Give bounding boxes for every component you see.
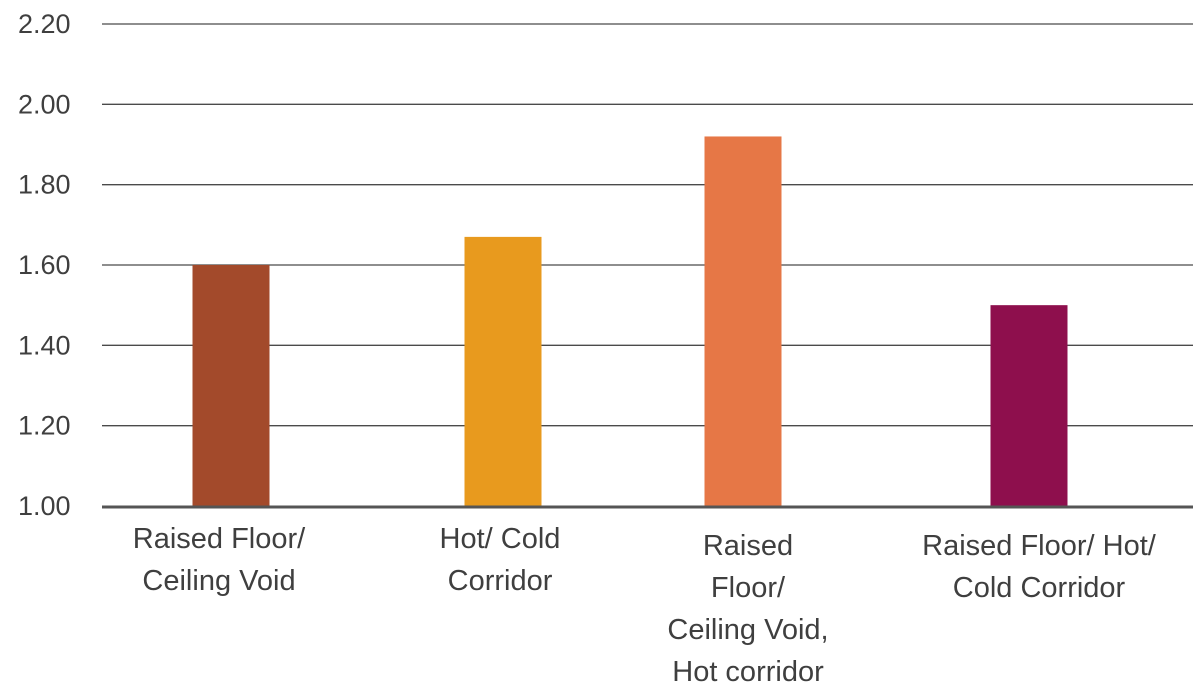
x-axis-category-labels: Raised Floor/Ceiling Void Hot/ Cold Corrid… xyxy=(133,523,1157,685)
y-tick-label: 2.00 xyxy=(18,89,71,119)
x-category-label-line: Cold Corridor xyxy=(953,572,1126,604)
x-category-label: Raised Floor/Ceiling Void, Hot corridor xyxy=(667,530,828,685)
bar xyxy=(464,236,542,506)
x-category-label-line: Hot/ Cold xyxy=(440,523,561,555)
x-category-label-line: Ceiling Void xyxy=(142,565,295,597)
bar xyxy=(704,136,782,506)
x-category-label-line: Floor/ xyxy=(711,572,786,604)
y-tick-label: 1.80 xyxy=(18,170,71,200)
x-category-label: Raised Floor/ Hot/Cold Corridor xyxy=(922,530,1157,604)
y-tick-label: 1.20 xyxy=(18,411,71,441)
bars xyxy=(192,136,1068,506)
x-category-label-line: Raised xyxy=(703,530,793,562)
bar xyxy=(990,305,1068,506)
x-category-label-line: Ceiling Void, xyxy=(667,614,828,646)
x-category-label: Raised Floor/Ceiling Void xyxy=(133,523,306,597)
x-category-label-line: Hot corridor xyxy=(672,656,824,685)
y-tick-label: 1.00 xyxy=(18,491,71,521)
bar xyxy=(192,265,270,506)
y-axis-tick-labels: 1.00 1.20 1.40 1.60 1.80 2.00 2.20 xyxy=(18,9,71,521)
y-tick-label: 1.40 xyxy=(18,330,71,360)
x-category-label-line: Corridor xyxy=(448,565,553,597)
x-category-label-line: Raised Floor/ xyxy=(133,523,306,555)
x-category-label: Hot/ Cold Corridor xyxy=(440,523,561,597)
x-category-label-line: Raised Floor/ Hot/ xyxy=(922,530,1157,562)
y-tick-label: 1.60 xyxy=(18,250,71,280)
y-tick-label: 2.20 xyxy=(18,9,71,39)
